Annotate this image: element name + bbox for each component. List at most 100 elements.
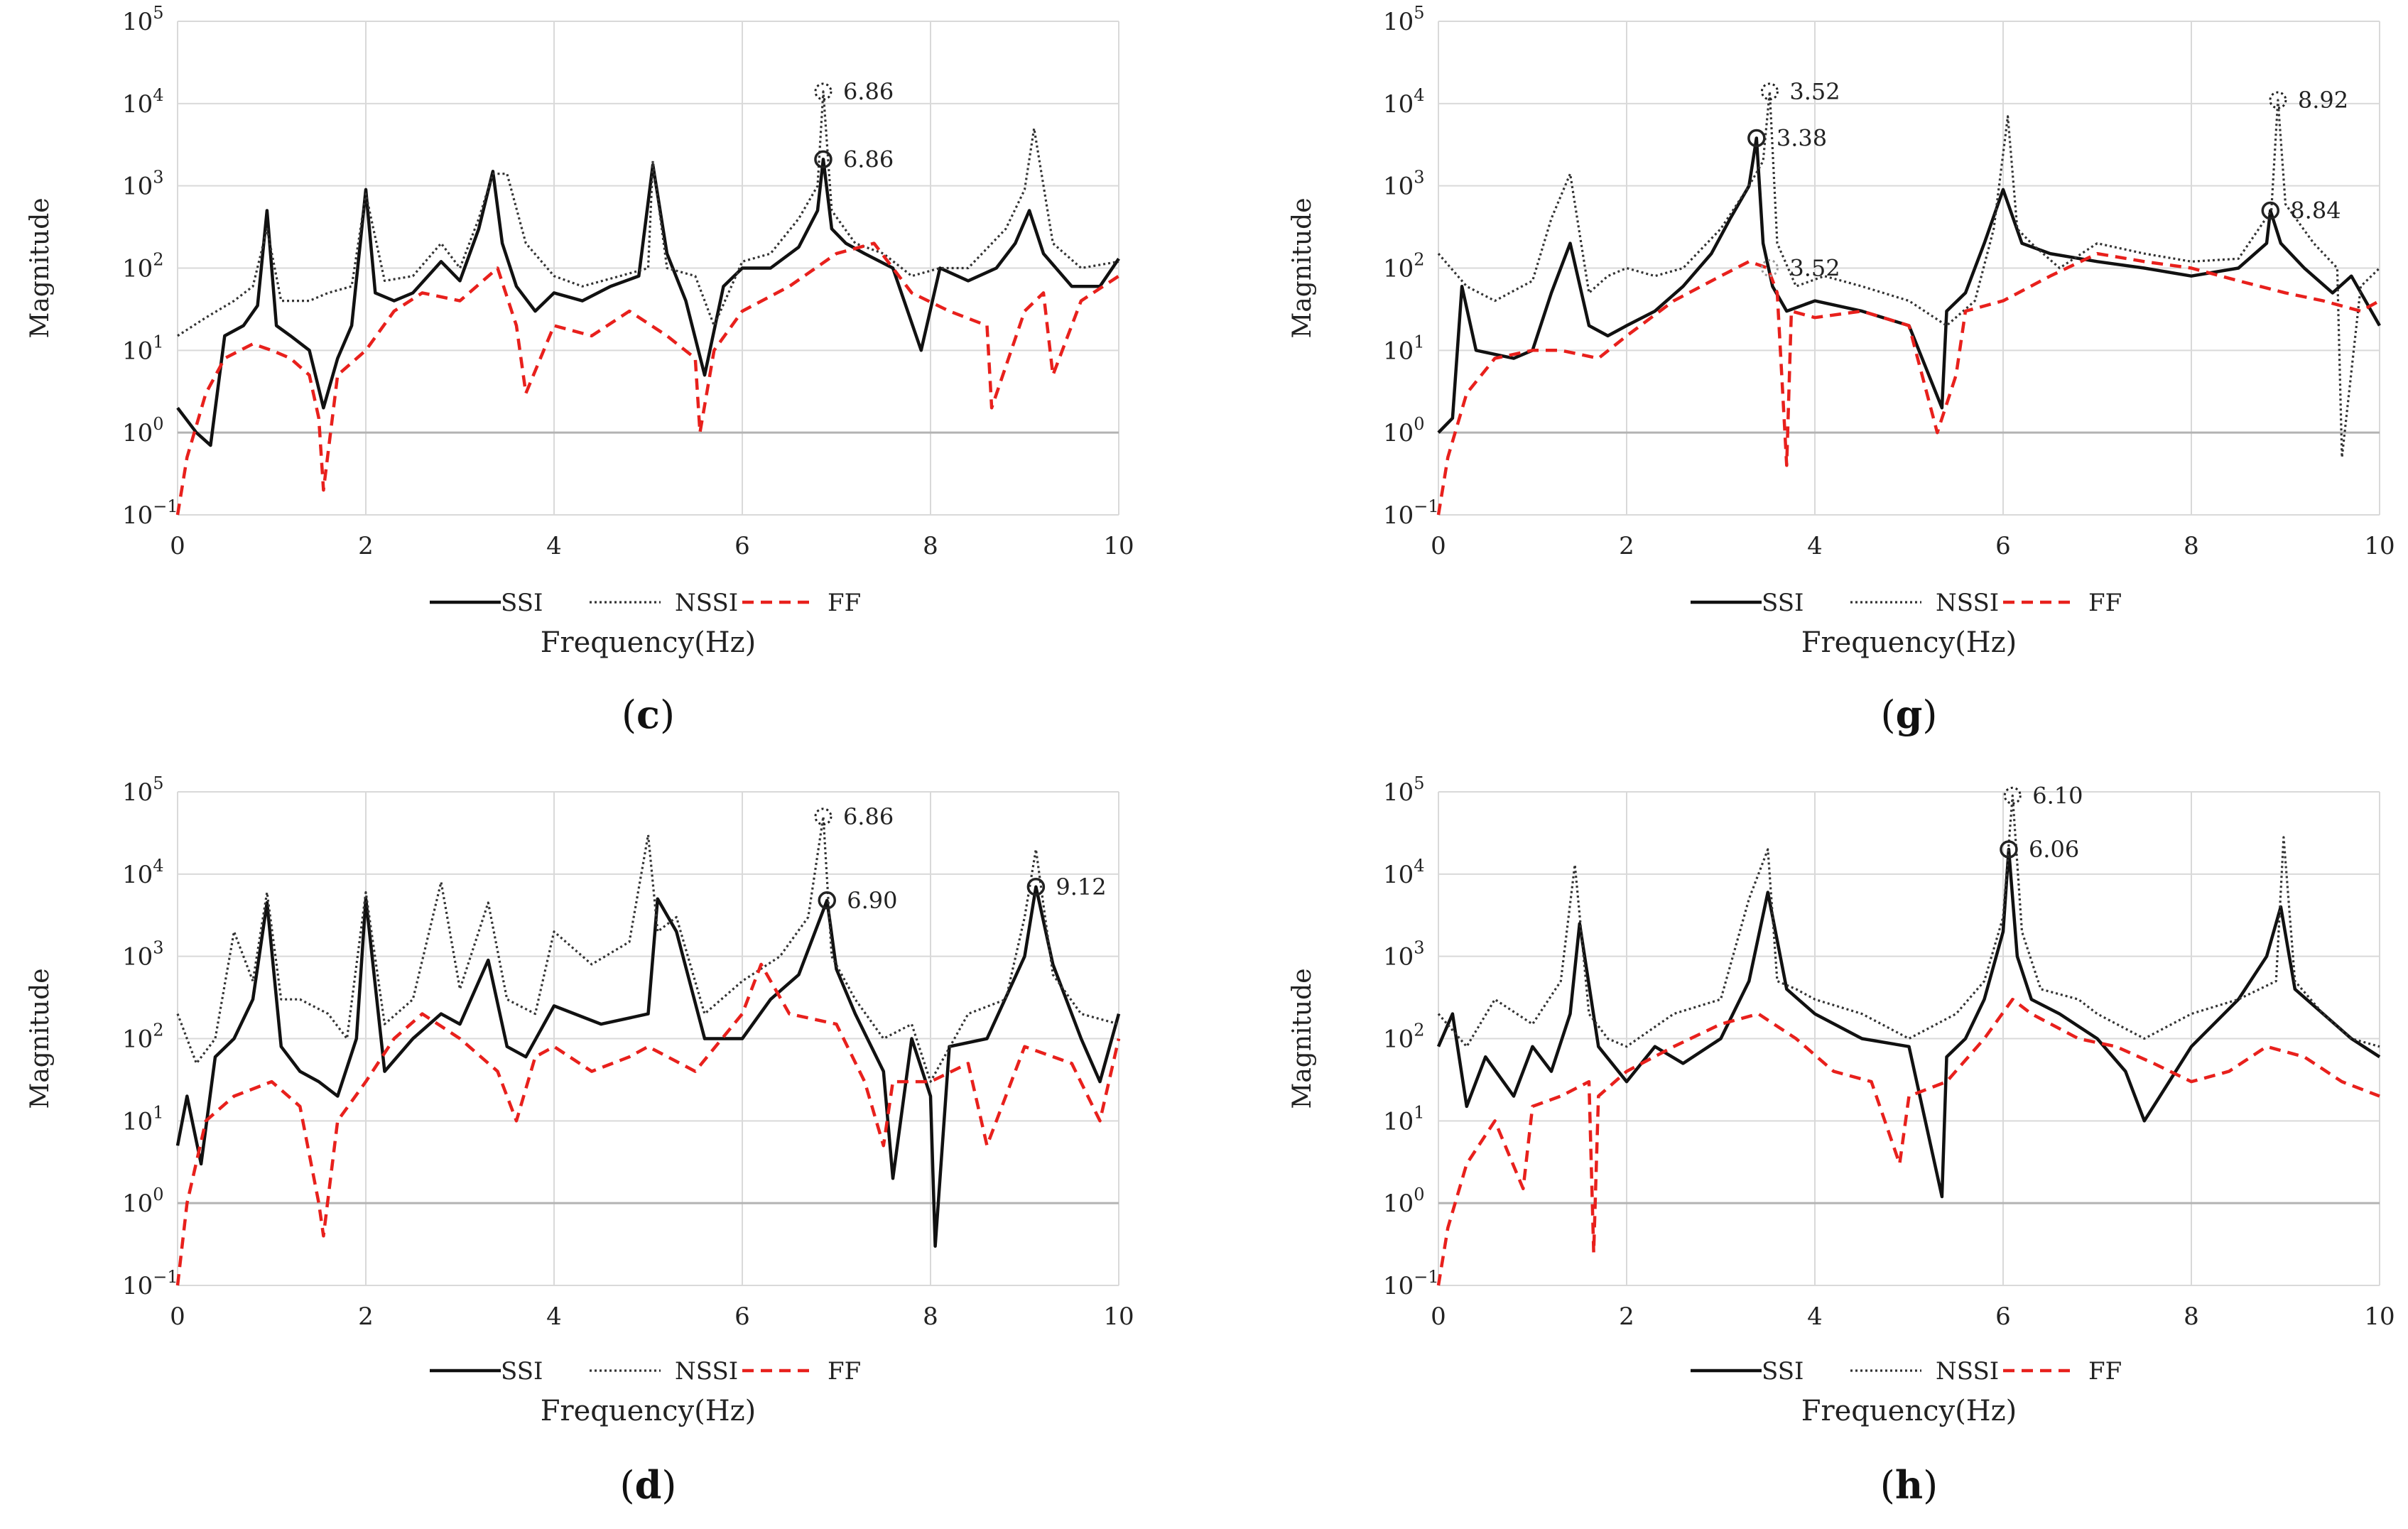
y-tick-base: 10 bbox=[122, 1272, 153, 1300]
y-tick-exponent: 2 bbox=[153, 250, 163, 270]
y-tick-base: 10 bbox=[1383, 173, 1414, 201]
x-tick-label: 0 bbox=[1431, 532, 1446, 560]
y-tick-label: 104 bbox=[1383, 85, 1425, 119]
x-tick-label: 8 bbox=[2184, 532, 2199, 560]
x-tick-label: 10 bbox=[1103, 532, 1134, 560]
y-tick-exponent: 0 bbox=[153, 1185, 163, 1204]
series-ssi-line bbox=[175, 885, 1121, 1248]
peak-label: 8.84 bbox=[2290, 197, 2341, 224]
legend-label-ff: FF bbox=[2088, 1357, 2122, 1386]
y-tick-label: 100 bbox=[122, 1185, 164, 1218]
legend-label-ff: FF bbox=[828, 1357, 861, 1386]
y-tick-base: 10 bbox=[1383, 943, 1414, 972]
y-tick-label: 105 bbox=[1383, 773, 1425, 807]
panel-label: (c) bbox=[622, 692, 675, 737]
x-tick-label: 6 bbox=[1995, 532, 2011, 560]
peak-label: 6.06 bbox=[2029, 836, 2079, 863]
panel-label-close: ) bbox=[661, 1463, 676, 1508]
y-tick-exponent: −1 bbox=[1414, 1267, 1438, 1287]
chart-panel-g: 3.523.383.528.928.8410−11001011021031041… bbox=[1288, 3, 2395, 737]
y-tick-label: 105 bbox=[122, 3, 164, 36]
peak-marker-nssi bbox=[2003, 786, 2022, 805]
panel-label-letter: c bbox=[636, 692, 660, 737]
series-nssi-line bbox=[176, 815, 1119, 1083]
x-tick-label: 2 bbox=[358, 1302, 374, 1331]
x-tick-label: 10 bbox=[2364, 1302, 2395, 1331]
peak-marker-ssi bbox=[1026, 878, 1046, 896]
legend-label-nssi: NSSI bbox=[675, 589, 738, 617]
x-tick-label: 0 bbox=[170, 532, 185, 560]
x-tick-label: 10 bbox=[2364, 532, 2395, 560]
x-tick-label: 2 bbox=[1619, 1302, 1634, 1331]
y-tick-exponent: −1 bbox=[153, 496, 178, 516]
x-tick-label: 0 bbox=[1431, 1302, 1446, 1331]
panel-label-open: ( bbox=[1881, 692, 1896, 737]
y-tick-label: 103 bbox=[122, 168, 164, 201]
y-tick-exponent: 5 bbox=[1414, 3, 1424, 23]
x-tick-label: 2 bbox=[358, 532, 374, 560]
y-tick-exponent: 3 bbox=[1414, 938, 1424, 958]
peak-marker-nssi bbox=[814, 82, 833, 101]
legend-label-ssi: SSI bbox=[501, 589, 543, 617]
y-tick-exponent: 5 bbox=[1414, 773, 1424, 793]
y-tick-base: 10 bbox=[122, 255, 153, 283]
y-tick-base: 10 bbox=[1383, 1272, 1414, 1300]
legend-label-ssi: SSI bbox=[501, 1357, 543, 1386]
y-tick-label: 101 bbox=[122, 1102, 164, 1136]
y-tick-base: 10 bbox=[122, 1190, 153, 1218]
y-tick-base: 10 bbox=[1383, 8, 1414, 36]
y-tick-label: 105 bbox=[1383, 3, 1425, 36]
y-axis-label: Magnitude bbox=[1288, 968, 1317, 1109]
y-tick-base: 10 bbox=[122, 419, 153, 447]
x-tick-label: 4 bbox=[1807, 532, 1823, 560]
y-tick-label: 10−1 bbox=[1383, 1267, 1439, 1300]
y-tick-exponent: 3 bbox=[153, 168, 163, 187]
x-tick-label: 4 bbox=[1807, 1302, 1823, 1331]
y-tick-base: 10 bbox=[122, 1107, 153, 1136]
y-tick-exponent: 3 bbox=[153, 938, 163, 958]
peak-label: 6.90 bbox=[847, 887, 897, 914]
peak-label: 6.86 bbox=[843, 78, 894, 105]
y-tick-exponent: 0 bbox=[1414, 1185, 1424, 1204]
y-tick-base: 10 bbox=[122, 90, 153, 119]
y-tick-exponent: 1 bbox=[153, 1102, 163, 1122]
y-tick-base: 10 bbox=[1383, 90, 1414, 119]
legend-label-ssi: SSI bbox=[1762, 589, 1804, 617]
peak-marker-nssi bbox=[2269, 91, 2287, 109]
peak-marker-ssi bbox=[2000, 840, 2018, 859]
series-ssi-line bbox=[176, 158, 1120, 447]
peak-marker-nssi bbox=[814, 807, 833, 826]
y-tick-base: 10 bbox=[122, 1025, 153, 1054]
panel-label-close: ) bbox=[1923, 1463, 1938, 1508]
legend-label-ff: FF bbox=[2088, 589, 2122, 617]
panel-label-letter: h bbox=[1895, 1462, 1923, 1508]
y-tick-exponent: 5 bbox=[153, 773, 163, 793]
y-tick-base: 10 bbox=[1383, 1190, 1414, 1218]
x-axis-label: Frequency(Hz) bbox=[541, 626, 756, 659]
panel-label-letter: g bbox=[1896, 692, 1923, 737]
panel-label-close: ) bbox=[660, 692, 675, 737]
x-tick-label: 2 bbox=[1619, 532, 1634, 560]
y-tick-base: 10 bbox=[122, 501, 153, 530]
panel-label: (g) bbox=[1881, 692, 1938, 737]
peak-marker-ssi bbox=[818, 891, 836, 910]
legend-label-nssi: NSSI bbox=[1936, 1357, 1999, 1386]
y-tick-base: 10 bbox=[1383, 337, 1414, 365]
peak-label: 6.86 bbox=[843, 803, 894, 830]
y-tick-exponent: 2 bbox=[1414, 1021, 1424, 1040]
legend-label-nssi: NSSI bbox=[1936, 589, 1999, 617]
y-tick-base: 10 bbox=[122, 943, 153, 972]
y-tick-label: 10−1 bbox=[1383, 496, 1439, 530]
x-tick-label: 4 bbox=[546, 1302, 562, 1331]
peak-marker-ssi bbox=[1747, 129, 1766, 148]
y-tick-label: 105 bbox=[122, 773, 164, 807]
series-ff-line bbox=[1436, 251, 2381, 516]
y-tick-exponent: −1 bbox=[153, 1267, 178, 1287]
y-tick-label: 102 bbox=[122, 1021, 164, 1054]
y-tick-base: 10 bbox=[1383, 1107, 1414, 1136]
series-ff-line bbox=[1436, 997, 2380, 1286]
y-tick-label: 100 bbox=[1383, 414, 1425, 447]
